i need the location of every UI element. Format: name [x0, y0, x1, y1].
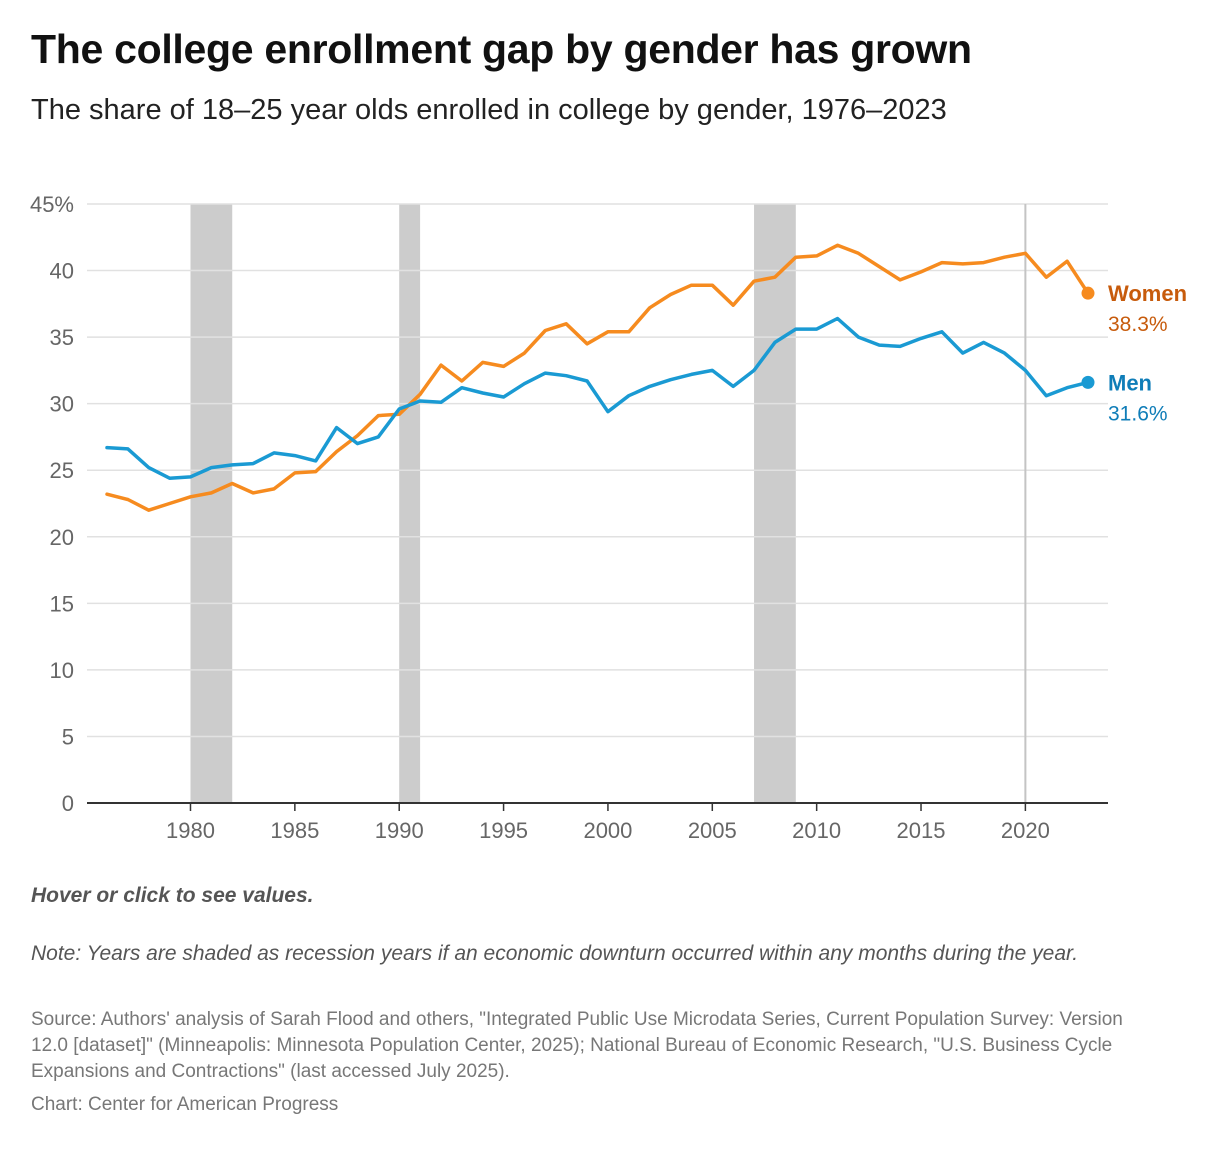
y-tick-label: 45% [30, 192, 74, 217]
y-tick-label: 25 [50, 458, 74, 483]
chart-source: Source: Authors' analysis of Sarah Flood… [31, 1009, 1123, 1082]
y-tick-label: 15 [50, 591, 74, 616]
y-tick-label: 40 [50, 259, 74, 284]
x-tick-label: 1995 [479, 818, 528, 843]
recession-band-2 [754, 204, 796, 803]
series-name-label-women: Women [1108, 281, 1187, 306]
recession-band-0 [190, 204, 233, 803]
series-line-women [105, 243, 1090, 512]
y-tick-label: 0 [62, 791, 74, 816]
y-tick-label: 10 [50, 658, 74, 683]
x-tick-label: 1980 [166, 818, 215, 843]
line-chart[interactable]: 0 5 10 15 20 25 30 35 40 45% 1980 1985 1990 1995 2000 2… [0, 180, 1220, 870]
x-tick-label: 2000 [583, 818, 632, 843]
y-tick-label: 5 [62, 724, 74, 749]
series-value-label-men: 31.6% [1108, 402, 1168, 425]
x-tick-label: 2010 [792, 818, 841, 843]
chart-note: Note: Years are shaded as recession year… [31, 942, 1079, 965]
x-tick-label: 2005 [688, 818, 737, 843]
hover-hint: Hover or click to see values. [31, 884, 314, 907]
x-tick-label: 2015 [897, 818, 946, 843]
chart-subtitle: The share of 18–25 year olds enrolled in… [31, 94, 947, 126]
series-endpoint-women [1081, 286, 1095, 300]
series-name-label-men: Men [1108, 370, 1152, 395]
chart-title: The college enrollment gap by gender has… [31, 26, 972, 72]
series-line-men [105, 316, 1090, 480]
y-tick-label: 20 [50, 525, 74, 550]
x-tick-label: 1990 [375, 818, 424, 843]
recession-band-1 [399, 204, 421, 803]
x-tick-label: 1985 [270, 818, 319, 843]
y-tick-label: 30 [50, 392, 74, 417]
series-value-label-women: 38.3% [1108, 313, 1168, 336]
series-endpoint-men [1081, 375, 1095, 389]
chart-credit: Chart: Center for American Progress [31, 1094, 339, 1115]
x-tick-label: 2020 [1001, 818, 1050, 843]
y-tick-label: 35 [50, 325, 74, 350]
